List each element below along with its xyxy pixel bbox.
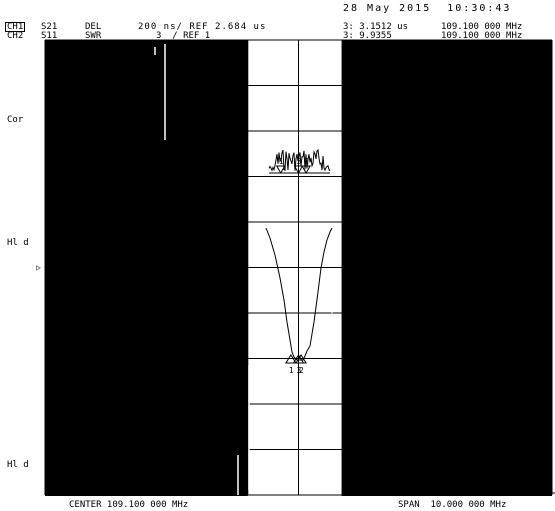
ch2-marker-1	[284, 354, 297, 364]
ch1-param: S21	[41, 22, 58, 32]
ch1-marker-2	[301, 165, 311, 175]
ch2-markers: 1 23	[284, 354, 307, 375]
ch1-marker-label-2: 2	[304, 157, 309, 166]
span-frequency: SPAN 10.000 000 MHz	[398, 500, 507, 510]
ch1-marker-label-1: 1	[279, 157, 284, 166]
ch1-marker-3	[293, 165, 304, 175]
ch2-param: S11	[41, 31, 58, 41]
hold-label-ch1: Hl d	[7, 238, 29, 248]
blank-regions	[45, 40, 552, 496]
blank-region	[45, 40, 248, 496]
ch1-marker-label-3: 3	[297, 157, 302, 166]
ch1-format: DEL	[85, 22, 102, 32]
ch1-marker-1	[275, 165, 286, 175]
ch1-trace	[268, 148, 331, 174]
ch1-trace-line	[268, 148, 331, 172]
ch2-marker-label-3: 3	[297, 366, 302, 375]
ch2-marker-label-1: 1	[289, 366, 294, 375]
ch2-marker: 3: 9.9355	[343, 31, 392, 41]
cor-label: Cor	[7, 115, 24, 125]
ch2-marker-freq: 109.100 000 MHz	[441, 31, 523, 41]
ch1-label[interactable]: CH1	[5, 22, 26, 32]
blank-region	[341, 40, 552, 496]
ch1-scale: 200 ns/ REF 2.684 us	[138, 22, 267, 32]
ch2-scale: 3 / REF 1	[156, 31, 211, 41]
datetime: 28 May 2015 10:30:43	[343, 3, 512, 14]
reference-arrow-icon: ▷	[36, 263, 41, 272]
ch2-format: SWR	[85, 31, 102, 41]
ch1-marker-freq: 109.100 000 MHz	[441, 22, 523, 32]
ch2-label[interactable]: CH2	[7, 31, 24, 41]
ch1-markers: 1 23	[275, 157, 311, 175]
center-frequency: CENTER 109.100 000 MHz	[69, 500, 189, 510]
ch2-marker-3	[292, 354, 305, 364]
ch2-marker-label-2: 2	[299, 366, 304, 375]
hold-label-ch2: Hl d	[7, 460, 29, 470]
ch1-marker: 3: 3.1512 us	[343, 22, 409, 32]
